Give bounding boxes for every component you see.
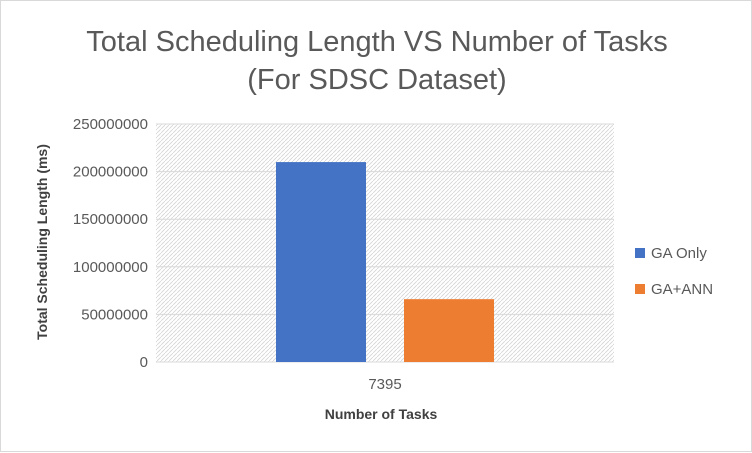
chart-title-line1: Total Scheduling Length VS Number of Tas… [86, 26, 667, 58]
legend-label: GA Only [651, 245, 707, 262]
legend-swatch [635, 284, 645, 294]
y-axis-title: Total Scheduling Length (ms) [34, 144, 50, 340]
bars [276, 162, 494, 362]
bar-ga-only [276, 162, 366, 362]
y-tick-label: 50000000 [81, 306, 148, 323]
x-axis-title: Number of Tasks [325, 406, 438, 422]
plot-area [156, 124, 614, 362]
legend: GA Only GA+ANN [635, 245, 713, 298]
y-axis-ticks: 0 50000000 100000000 150000000 200000000 2500… [73, 116, 148, 371]
legend-label: GA+ANN [651, 281, 713, 298]
gridlines [156, 123, 614, 363]
y-tick-label: 250000000 [73, 116, 148, 133]
y-tick-label: 0 [140, 354, 148, 371]
bar-ga-ann [404, 299, 494, 362]
legend-swatch [635, 248, 645, 258]
y-tick-label: 150000000 [73, 211, 148, 228]
x-axis-ticks: 7395 [368, 376, 401, 393]
y-tick-label: 100000000 [73, 259, 148, 276]
y-tick-label: 200000000 [73, 164, 148, 181]
x-tick-label: 7395 [368, 376, 401, 393]
chart-title-line2: (For SDSC Dataset) [247, 64, 506, 96]
